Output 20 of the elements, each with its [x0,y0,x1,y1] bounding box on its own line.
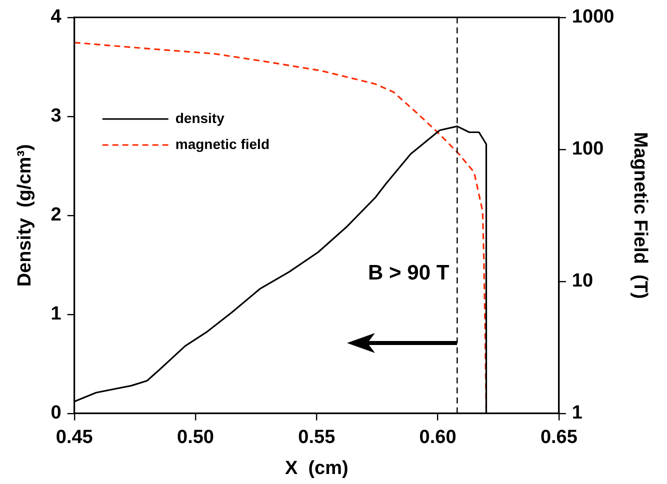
x-tick-label: 0.55 [298,427,336,448]
y2-tick-label: 10 [572,270,594,292]
x-tick-label: 0.50 [177,427,214,448]
x-tick-label: 0.65 [540,427,578,448]
y-tick-label: 3 [50,106,62,127]
y2-tick-label: 1 [572,402,583,424]
x-axis-title: X (cm) [284,458,348,479]
y-tick-label: 2 [50,204,62,226]
y2-axis-title: Magnetic Field (T) [629,132,650,299]
y-axis-title: Density (g/cm³) [14,144,36,287]
legend-label: density [175,110,225,126]
y-tick-label: 4 [50,6,62,28]
y2-tick-label: 100 [572,138,604,160]
y-tick-label: 0 [50,402,62,424]
x-tick-label: 0.60 [419,427,456,448]
x-tick-label: 0.45 [56,427,94,448]
y-tick-label: 1 [50,304,62,325]
y2-tick-label: 1000 [572,6,614,28]
annotation: B > 90 T [368,261,450,284]
legend-label: magnetic field [175,136,270,152]
